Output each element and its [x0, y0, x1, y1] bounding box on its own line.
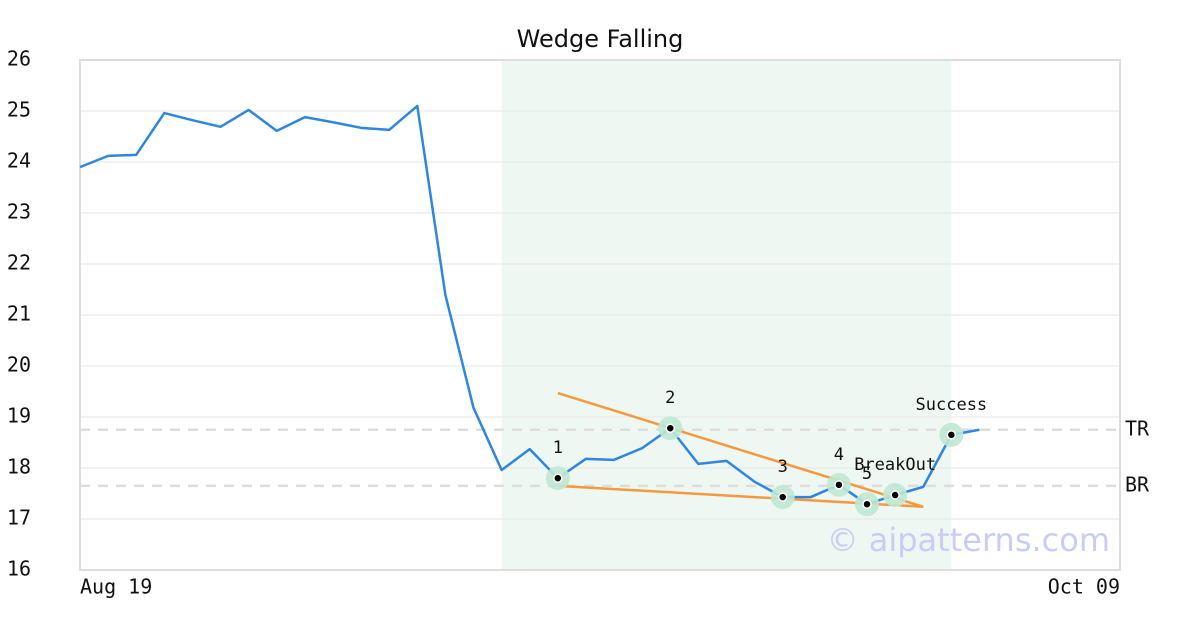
y-tick-label: 22 [7, 251, 31, 275]
point-label: 4 [834, 445, 844, 465]
y-tick-label: 20 [7, 353, 31, 377]
pattern-point [862, 499, 872, 509]
level-label: BR [1125, 472, 1150, 496]
x-tick-label: Aug 19 [80, 575, 152, 599]
y-tick-label: 24 [7, 149, 31, 173]
pattern-point [777, 492, 788, 502]
y-tick-label: 19 [7, 404, 31, 428]
pattern-point [665, 423, 676, 433]
point-label: 3 [778, 457, 788, 477]
point-label: 1 [553, 438, 563, 458]
y-tick-label: 18 [7, 455, 31, 479]
pattern-point [890, 490, 900, 500]
y-tick-label: 17 [7, 506, 31, 530]
point-label: BreakOut [854, 455, 936, 475]
pattern-point [553, 473, 563, 483]
point-label: 2 [665, 388, 675, 408]
y-tick-label: 25 [7, 98, 31, 122]
pattern-point [834, 480, 844, 490]
point-label: Success [916, 395, 988, 415]
chart-title: Wedge Falling [517, 25, 684, 53]
point-label: 5 [862, 464, 872, 484]
pattern-point [946, 430, 957, 440]
y-tick-label: 26 [7, 47, 31, 71]
watermark: © aipatterns.com [827, 521, 1110, 559]
plot-frame [79, 59, 1121, 571]
y-tick-label: 23 [7, 200, 31, 224]
y-tick-label: 16 [7, 557, 31, 581]
x-tick-label: Oct 09 [1048, 575, 1120, 599]
trendline [557, 391, 924, 508]
y-tick-label: 21 [7, 302, 31, 326]
level-label: TR [1125, 416, 1150, 440]
